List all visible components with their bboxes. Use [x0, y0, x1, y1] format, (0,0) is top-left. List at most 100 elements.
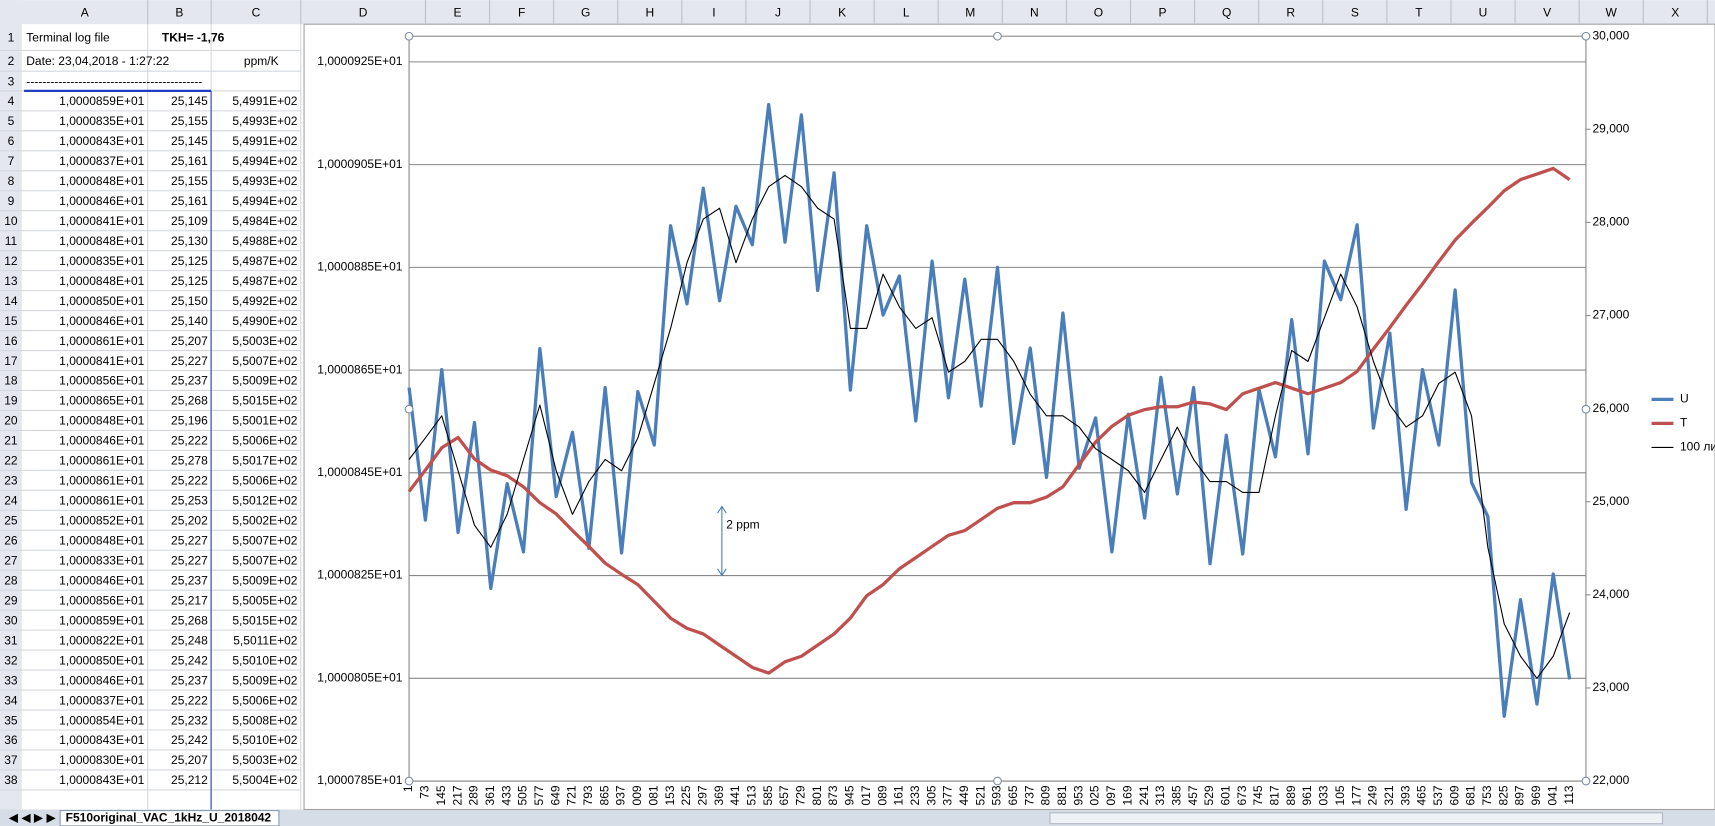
x-tick-label: 465 — [1415, 785, 1429, 805]
cell: 5,4993E+02 — [232, 174, 297, 188]
cell: 1,0000861E+01 — [59, 454, 145, 468]
x-tick-label: 753 — [1480, 785, 1494, 805]
cell: 1,0000843E+01 — [59, 733, 145, 747]
cell: 5,4987E+02 — [232, 274, 297, 288]
cell: 5,4987E+02 — [232, 254, 297, 268]
x-tick-label: 73 — [418, 785, 432, 799]
cell: ----------------------------------------… — [26, 74, 202, 88]
row-header: 23 — [4, 474, 18, 488]
x-tick-label: 161 — [892, 785, 906, 805]
cell: 5,5007E+02 — [232, 354, 297, 368]
cell: 5,5001E+02 — [232, 414, 297, 428]
cell: 25,227 — [171, 354, 208, 368]
cell: Date: 23,04,2018 - 1:27:22 — [26, 54, 169, 68]
x-tick-label: 793 — [581, 785, 595, 805]
column-header: L — [903, 5, 910, 19]
row-header: 33 — [4, 673, 18, 687]
x-tick-label: 873 — [826, 785, 840, 805]
x-tick-label: 817 — [1268, 785, 1282, 805]
cell: 1,0000865E+01 — [59, 394, 145, 408]
cell: 5,5005E+02 — [232, 593, 297, 607]
resize-handle — [404, 31, 414, 41]
row-header: 30 — [4, 613, 18, 627]
x-tick-label: 601 — [1219, 785, 1233, 805]
x-tick-label: 865 — [597, 785, 611, 805]
cell: 1,0000861E+01 — [59, 474, 145, 488]
column-header: Q — [1222, 5, 1231, 19]
column-header: I — [712, 5, 715, 19]
y2-tick-label: 26,000 — [1593, 401, 1630, 415]
x-tick-label: 169 — [1120, 785, 1134, 805]
y2-tick-label: 25,000 — [1593, 494, 1630, 508]
cell: 25,130 — [171, 234, 208, 248]
column-header: X — [1671, 5, 1679, 19]
cell: 25,161 — [171, 194, 208, 208]
cell: 1,0000848E+01 — [59, 274, 145, 288]
cell: 25,125 — [171, 254, 208, 268]
row-header: 32 — [4, 653, 18, 667]
column-header: M — [965, 5, 975, 19]
x-tick-label: 177 — [1349, 785, 1363, 805]
series-line — [407, 102, 1572, 718]
resize-handle — [1581, 404, 1591, 414]
x-tick-label: 081 — [646, 785, 660, 805]
x-tick-label: 953 — [1071, 785, 1085, 805]
column-header: R — [1286, 5, 1295, 19]
x-tick-label: 649 — [548, 785, 562, 805]
column-header: O — [1094, 5, 1103, 19]
cell: 1,0000841E+01 — [59, 354, 145, 368]
x-tick-label: 657 — [777, 785, 791, 805]
cell: 5,5009E+02 — [232, 673, 297, 687]
cell: 1,0000861E+01 — [59, 334, 145, 348]
row-header: 9 — [8, 194, 15, 208]
row-header: 38 — [4, 773, 18, 787]
cell: 25,155 — [171, 114, 208, 128]
cell: 5,5017E+02 — [232, 454, 297, 468]
x-tick-label: 945 — [843, 785, 857, 805]
x-tick-label: 305 — [924, 785, 938, 805]
cell: 25,161 — [171, 154, 208, 168]
column-header: D — [359, 5, 368, 19]
cell: 5,4990E+02 — [232, 314, 297, 328]
x-tick-label: 681 — [1464, 785, 1478, 805]
x-tick-label: 145 — [434, 785, 448, 805]
x-tick-label: 505 — [516, 785, 530, 805]
cell: 1,0000833E+01 — [59, 553, 145, 567]
cell: 1,0000859E+01 — [59, 94, 145, 108]
row-header: 27 — [4, 553, 18, 567]
row-header: 29 — [4, 593, 18, 607]
column-header: C — [252, 5, 261, 19]
cell: 25,268 — [171, 613, 208, 627]
cell: 1,0000843E+01 — [59, 773, 145, 787]
row-header: 5 — [8, 114, 15, 128]
cell: 5,5012E+02 — [232, 494, 297, 508]
x-tick-label: 313 — [1153, 785, 1167, 805]
x-tick-label: 745 — [1251, 785, 1265, 805]
cell: 5,5003E+02 — [232, 334, 297, 348]
x-tick-label: 369 — [712, 785, 726, 805]
cell: TKH= -1,76 — [162, 31, 225, 45]
cell: 5,5002E+02 — [232, 514, 297, 528]
cell: 1,0000835E+01 — [59, 114, 145, 128]
h-scrollbar[interactable] — [1049, 812, 1664, 825]
cell: 5,5007E+02 — [232, 553, 297, 567]
cell: 25,268 — [171, 394, 208, 408]
cell: 5,5006E+02 — [232, 434, 297, 448]
x-tick-label: 153 — [663, 785, 677, 805]
row-header: 2 — [8, 54, 15, 68]
legend-label: T — [1680, 416, 1688, 430]
cell: 25,109 — [171, 214, 208, 228]
x-tick-label: 937 — [614, 785, 628, 805]
row-header: 15 — [4, 314, 18, 328]
row-header: 21 — [4, 434, 18, 448]
resize-handle — [404, 776, 414, 786]
y2-tick-label: 22,000 — [1593, 773, 1630, 787]
cell: 5,5015E+02 — [232, 394, 297, 408]
tab-nav[interactable]: ◀ ◀ ▶ ▶ — [9, 810, 57, 824]
row-header-bar — [0, 0, 22, 810]
x-tick-label: 577 — [532, 785, 546, 805]
x-tick-label: 377 — [941, 785, 955, 805]
cell: 25,145 — [171, 134, 208, 148]
y-tick-label: 1,0000785E+01 — [317, 773, 403, 787]
